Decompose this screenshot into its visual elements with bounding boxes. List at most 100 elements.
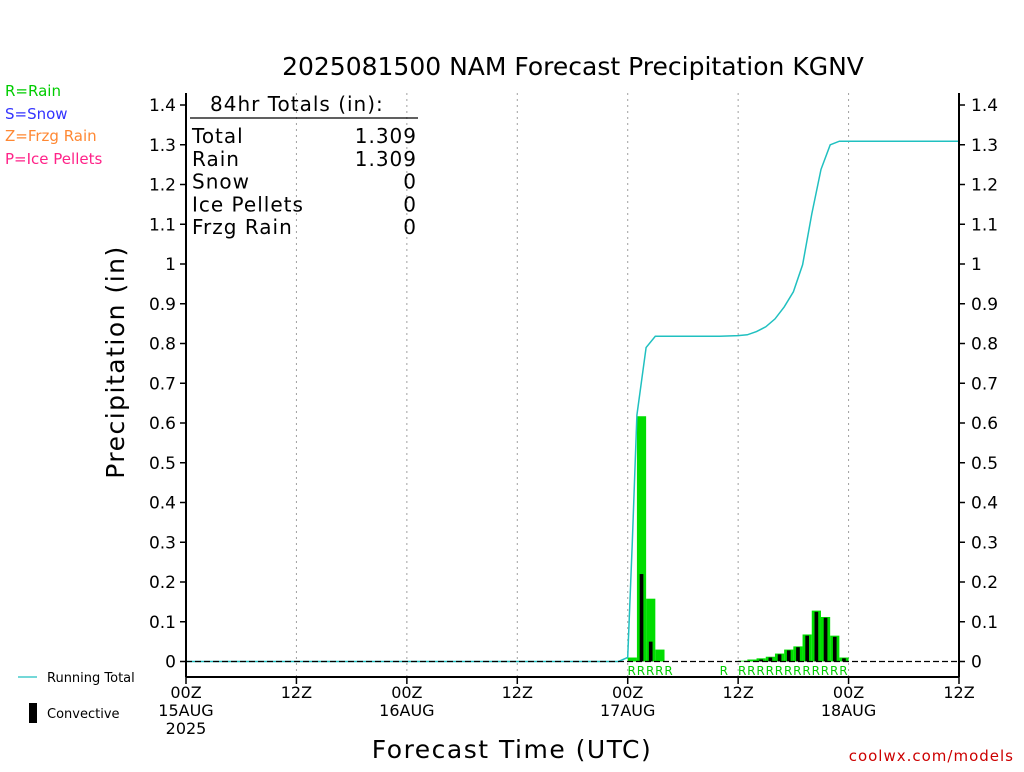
ptype-marker: R — [812, 664, 820, 678]
y-tick-label-right: 1.4 — [971, 96, 998, 116]
x-tick-label: 12Z — [722, 683, 753, 702]
x-tick-label: 00Z — [833, 683, 864, 702]
x-axis-label: Forecast Time (UTC) — [372, 735, 652, 764]
y-tick-label-right: 0.8 — [971, 335, 998, 355]
y-tick-label-right: 0.6 — [971, 414, 998, 434]
convective-bar — [759, 659, 763, 662]
legend-running-total: Running Total — [47, 671, 135, 686]
footer-link[interactable]: coolwx.com/models — [849, 747, 1014, 765]
convective-bar — [805, 635, 810, 662]
y-tick-label-right: 0.3 — [971, 533, 998, 553]
chart-title: 2025081500 NAM Forecast Precipitation KG… — [282, 52, 864, 81]
ptype-marker: R — [637, 664, 645, 678]
x-tick-label: 17AUG — [600, 701, 655, 720]
running-total-line — [186, 140, 959, 663]
y-tick-label-left: 0.1 — [149, 613, 176, 633]
ptype-marker: R — [720, 664, 728, 678]
totals-rows: Total 1.309 Rain 1.309 Snow 0 Ice Pellets 0 Frzg… — [191, 124, 417, 239]
y-tick-label-left: 0.8 — [149, 335, 176, 355]
legend-ice-pellets: P=Ice Pellets — [5, 150, 102, 168]
convective-bar — [786, 650, 791, 662]
rain-bar — [636, 416, 647, 662]
legend-snow: S=Snow — [5, 105, 68, 123]
ptype-marker: R — [784, 664, 792, 678]
x-tick-label: 18AUG — [821, 701, 876, 720]
line-layer — [186, 140, 959, 663]
ptype-marker: R — [628, 664, 636, 678]
x-tick-label: 00Z — [170, 683, 201, 702]
y-tick-label-left: 1.1 — [149, 215, 176, 235]
y-tick-label-left: 0.4 — [149, 494, 176, 514]
y-tick-label-left: 0.9 — [149, 295, 176, 315]
y-tick-label-left: 0.3 — [149, 533, 176, 553]
y-tick-label-right: 0.4 — [971, 494, 998, 514]
ptype-marker: R — [821, 664, 829, 678]
y-tick-label-left: 0.2 — [149, 573, 176, 593]
y-tick-label-left: 0.6 — [149, 414, 176, 434]
ticks-layer: 0 00.1 0.10.2 0.20.3 0.30.4 0.40.5 0.50.6 0.60.… — [149, 96, 998, 738]
convective-bar — [777, 654, 782, 662]
convective-bar — [823, 617, 828, 662]
ptype-marker: R — [646, 664, 654, 678]
x-tick-label: 00Z — [391, 683, 422, 702]
x-tick-label: 12Z — [943, 683, 974, 702]
ptype-marker: R — [766, 664, 774, 678]
grid-layer — [295, 93, 850, 677]
rain-bar — [738, 660, 748, 662]
x-tick-label: 12Z — [502, 683, 533, 702]
y-tick-label-left: 1.4 — [149, 96, 176, 116]
convective-bar — [842, 658, 846, 662]
rain-bar — [655, 649, 665, 662]
totals-box: 84hr Totals (in): Total 1.309 Rain 1.309 Sno… — [190, 92, 418, 239]
y-tick-label-left: 0.7 — [149, 374, 176, 394]
x-tick-label: 16AUG — [379, 701, 434, 720]
totals-row-value: 0 — [403, 215, 417, 239]
legend-convective-swatch — [29, 703, 37, 723]
y-tick-label-left: 1.2 — [149, 176, 176, 196]
legend-convective: Convective — [47, 707, 120, 722]
totals-row-value: 1.309 — [355, 124, 417, 148]
convective-bar — [832, 636, 837, 662]
y-tick-label-left: 1 — [165, 255, 176, 275]
ptype-marker: R — [655, 664, 663, 678]
ptype-marker: R — [802, 664, 810, 678]
ptype-marker: R — [664, 664, 672, 678]
ptype-marker: R — [747, 664, 755, 678]
convective-bar — [796, 647, 800, 662]
ptype-marker: R — [839, 664, 847, 678]
rain-bar — [646, 598, 656, 662]
convective-bar — [639, 574, 644, 662]
ptype-marker: R — [756, 664, 764, 678]
y-tick-label-right: 0.5 — [971, 454, 998, 474]
convective-bar — [648, 641, 653, 662]
convective-bar — [814, 611, 819, 662]
x-tick-label: 00Z — [612, 683, 643, 702]
x-tick-label: 2025 — [166, 719, 207, 738]
rain-bar — [627, 657, 637, 662]
ptype-marker: R — [738, 664, 746, 678]
totals-row-value: 1.309 — [355, 147, 417, 171]
rain-bar — [747, 659, 757, 662]
y-tick-label-left: 0.5 — [149, 454, 176, 474]
ptype-marker: R — [793, 664, 801, 678]
totals-row-value: 0 — [403, 170, 417, 194]
bars-layer — [627, 416, 849, 662]
totals-row-label: Rain — [192, 147, 240, 171]
ptype-marker: R — [830, 664, 838, 678]
y-tick-label-right: 1.2 — [971, 176, 998, 196]
y-tick-label-left: 1.3 — [149, 136, 176, 156]
y-tick-label-right: 0.1 — [971, 613, 998, 633]
totals-row-label: Frzg Rain — [192, 215, 293, 239]
x-tick-label: 15AUG — [158, 701, 213, 720]
legend-rain: R=Rain — [5, 82, 61, 100]
totals-row-value: 0 — [403, 192, 417, 216]
convective-bar — [768, 657, 773, 662]
y-tick-label-right: 1.3 — [971, 136, 998, 156]
totals-row-label: Ice Pellets — [192, 192, 304, 216]
y-tick-label-right: 0.9 — [971, 295, 998, 315]
y-tick-label-right: 1 — [971, 255, 982, 275]
legend-frzg-rain: Z=Frzg Rain — [5, 127, 97, 145]
totals-heading: 84hr Totals (in): — [210, 92, 384, 116]
